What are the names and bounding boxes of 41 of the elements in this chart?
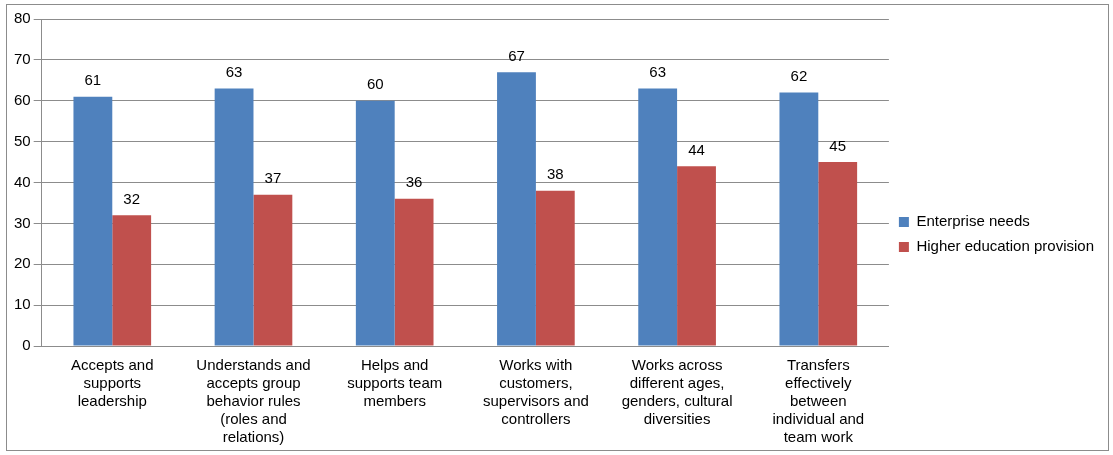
bar xyxy=(779,92,819,346)
y-tick-label: 30 xyxy=(14,213,31,231)
bar xyxy=(497,72,536,346)
data-label: 38 xyxy=(546,165,564,183)
legend-label: Higher education provision xyxy=(916,237,1094,255)
y-tick-label: 60 xyxy=(14,90,31,108)
y-tick-label: 70 xyxy=(14,50,31,68)
data-label: 67 xyxy=(508,46,525,64)
data-label: 44 xyxy=(688,140,705,158)
data-label: 61 xyxy=(84,71,102,89)
data-label: 60 xyxy=(366,75,384,93)
data-label: 62 xyxy=(790,67,808,85)
x-tick-label: Transfers effectively between individual and team work xyxy=(772,356,865,446)
data-label: 63 xyxy=(649,63,667,81)
bar xyxy=(818,162,858,346)
data-label: 45 xyxy=(829,136,847,154)
bar xyxy=(112,215,152,346)
bar xyxy=(355,100,395,346)
legend-label: Enterprise needs xyxy=(916,212,1030,230)
x-tick-label: Accepts and supports leadership xyxy=(71,356,154,410)
x-tick-label: Helps and supports team members xyxy=(347,356,443,410)
bar xyxy=(677,166,716,346)
data-label: 37 xyxy=(264,169,282,187)
bar xyxy=(535,190,575,346)
bar xyxy=(638,88,678,346)
bar xyxy=(253,194,293,346)
y-tick-label: 20 xyxy=(14,254,31,272)
x-tick-label: Works with customers, supervisors and controllers xyxy=(482,356,589,428)
y-tick-label: 0 xyxy=(22,336,31,354)
data-label: 32 xyxy=(123,189,141,207)
bar xyxy=(73,96,113,346)
bar xyxy=(214,88,254,346)
y-tick-label: 80 xyxy=(14,9,31,27)
x-tick-label: Understands and accepts group behavior rules (roles and relations) xyxy=(196,356,311,446)
data-label: 36 xyxy=(405,173,423,191)
x-tick-label: Works across different ages, genders, cultural diversities xyxy=(621,356,733,428)
data-label: 63 xyxy=(225,63,243,81)
y-tick-label: 40 xyxy=(14,172,31,190)
bar xyxy=(394,198,434,346)
y-tick-label: 10 xyxy=(14,295,31,313)
y-tick-label: 50 xyxy=(14,131,31,149)
